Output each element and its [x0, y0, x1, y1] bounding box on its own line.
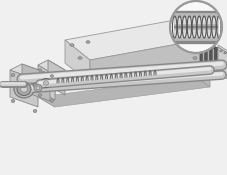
Polygon shape: [48, 60, 65, 95]
Ellipse shape: [43, 81, 48, 85]
Ellipse shape: [34, 85, 42, 92]
Ellipse shape: [192, 57, 196, 59]
Circle shape: [169, 1, 221, 53]
Polygon shape: [22, 64, 50, 101]
Ellipse shape: [223, 74, 225, 76]
Ellipse shape: [33, 110, 37, 113]
Polygon shape: [221, 50, 227, 79]
Ellipse shape: [50, 75, 53, 77]
Polygon shape: [214, 47, 216, 71]
Ellipse shape: [86, 41, 90, 43]
Polygon shape: [38, 80, 55, 107]
Ellipse shape: [50, 100, 53, 102]
Ellipse shape: [223, 52, 225, 54]
Polygon shape: [209, 44, 211, 69]
Ellipse shape: [38, 76, 54, 90]
Ellipse shape: [33, 83, 37, 86]
Polygon shape: [10, 70, 38, 107]
Ellipse shape: [20, 86, 27, 92]
Ellipse shape: [38, 69, 41, 71]
Ellipse shape: [219, 50, 221, 52]
Polygon shape: [217, 45, 227, 53]
Polygon shape: [65, 20, 199, 60]
Ellipse shape: [17, 82, 31, 96]
Ellipse shape: [189, 42, 193, 44]
Polygon shape: [38, 60, 65, 75]
Polygon shape: [65, 40, 90, 83]
Ellipse shape: [36, 86, 40, 90]
Polygon shape: [202, 41, 204, 65]
Ellipse shape: [219, 72, 221, 74]
Ellipse shape: [70, 44, 74, 46]
Polygon shape: [216, 48, 219, 72]
Polygon shape: [204, 42, 206, 66]
Polygon shape: [219, 49, 221, 73]
Polygon shape: [194, 60, 209, 87]
Polygon shape: [211, 46, 214, 70]
Ellipse shape: [172, 26, 176, 28]
Polygon shape: [10, 64, 50, 80]
Ellipse shape: [11, 74, 15, 76]
Ellipse shape: [41, 79, 51, 88]
Polygon shape: [38, 60, 209, 90]
Polygon shape: [206, 43, 209, 67]
Ellipse shape: [11, 100, 15, 103]
Ellipse shape: [78, 57, 82, 59]
Polygon shape: [199, 40, 202, 64]
Polygon shape: [217, 47, 227, 79]
Polygon shape: [199, 40, 223, 53]
Polygon shape: [38, 65, 55, 100]
Ellipse shape: [38, 94, 41, 96]
Polygon shape: [90, 40, 199, 83]
Polygon shape: [38, 77, 209, 107]
Ellipse shape: [14, 80, 34, 98]
